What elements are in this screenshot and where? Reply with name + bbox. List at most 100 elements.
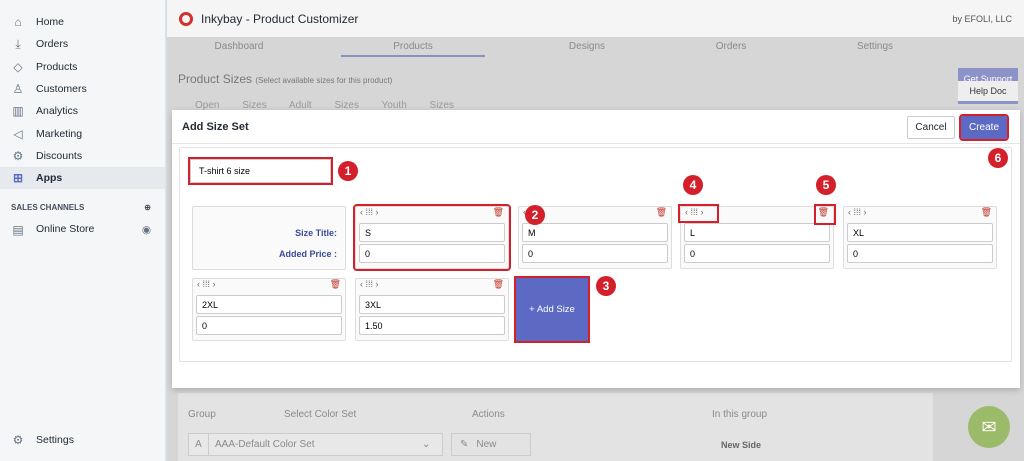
drag-handle-icon[interactable]: ‹ ⁞⁞⁞ ›	[360, 207, 379, 217]
home-icon: ⌂	[14, 15, 22, 30]
sidebar-item-marketing[interactable]: ◁ Marketing	[0, 122, 165, 144]
group-table: Group Select Color Set Actions In this g…	[178, 393, 933, 461]
trash-icon[interactable]: 🗑	[655, 207, 667, 217]
chat-mail-button[interactable]: ✉	[968, 406, 1010, 448]
tag-icon: ◇	[13, 59, 23, 74]
added-price-input[interactable]	[684, 244, 830, 263]
size-title-input[interactable]	[196, 295, 342, 314]
sidebar-item-label: Home	[36, 16, 65, 29]
orders-icon: ⤓	[15, 36, 21, 51]
size-set-form	[179, 147, 1012, 362]
trash-icon[interactable]: 🗑	[329, 279, 341, 289]
person-icon: ♙	[12, 82, 24, 97]
sidebar-item-discounts[interactable]: ⚙ Discounts	[0, 145, 165, 167]
online-store-label: Online Store	[36, 222, 95, 235]
trash-icon[interactable]: 🗑	[980, 207, 992, 217]
col-group: Group	[188, 409, 216, 420]
sidebar-item-analytics[interactable]: ▥ Analytics	[0, 100, 165, 122]
new-label: New	[476, 439, 497, 450]
new-side-label: New Side	[721, 439, 762, 450]
sidebar-item-label: Analytics	[36, 105, 79, 118]
drag-handle-icon[interactable]: ‹ ⁞⁞⁞ ›	[848, 207, 867, 217]
col-select-color-set: Select Color Set	[284, 409, 357, 420]
size-title-input[interactable]	[847, 223, 993, 242]
trash-icon[interactable]: 🗑	[492, 207, 504, 217]
tab-settings[interactable]: Settings	[856, 41, 894, 52]
drag-handle-icon[interactable]: ‹ ⁞⁞⁞ ›	[685, 207, 704, 217]
size-card: ‹ ⁞⁞⁞ › 🗑	[355, 278, 509, 341]
product-sizes-title: Product Sizes	[178, 72, 253, 86]
new-group-button[interactable]: ✎ New	[451, 433, 531, 456]
annotation-badge-6: 6	[988, 148, 1008, 168]
trash-icon[interactable]: 🗑	[817, 207, 829, 217]
create-button[interactable]: Create	[959, 114, 1009, 141]
added-price-input[interactable]	[359, 316, 505, 335]
size-title-input[interactable]	[684, 223, 830, 242]
add-channel-icon[interactable]: ⊕	[144, 203, 151, 213]
col-in-this-group: In this group	[712, 409, 768, 420]
size-title-input[interactable]	[522, 223, 668, 242]
drag-handle-icon[interactable]: ‹ ⁞⁞⁞ ›	[197, 279, 216, 289]
product-sizes-subtitle: (Select available sizes for this product…	[255, 76, 393, 85]
group-letter: A	[189, 434, 209, 455]
app-header: Inkybay - Product Customizer by EFOLI, L…	[167, 0, 1024, 37]
app-author: by EFOLI, LLC	[952, 13, 1012, 24]
size-set-name-input[interactable]	[188, 157, 333, 185]
drag-handle-icon[interactable]: ‹ ⁞⁞⁞ ›	[360, 279, 379, 289]
add-size-button[interactable]: + Add Size	[514, 276, 590, 343]
size-title-label: Size Title:	[295, 228, 337, 238]
size-card: ‹ ⁞⁞⁞ › 🗑	[680, 206, 834, 269]
tab-products[interactable]: Products	[341, 37, 485, 57]
size-card: ‹ ⁞⁞⁞ › 🗑	[843, 206, 997, 269]
sidebar-item-label: Marketing	[36, 127, 83, 140]
delete-highlight	[814, 204, 836, 225]
sidebar-item-orders[interactable]: ⤓ Orders	[0, 33, 165, 55]
size-subtabs[interactable]: Open Sizes Adult Sizes Youth Sizes	[195, 100, 454, 111]
mail-icon: ✉	[981, 416, 997, 437]
sidebar-item-products[interactable]: ◇ Products	[0, 56, 165, 78]
cancel-button[interactable]: Cancel	[907, 116, 955, 139]
modal-title: Add Size Set	[172, 110, 1020, 144]
sidebar: ⌂ Home ⤓ Orders ◇ Products ♙ Customers ▥ Analytic…	[0, 0, 166, 461]
eye-icon[interactable]: ◉	[141, 223, 151, 236]
added-price-input[interactable]	[522, 244, 668, 263]
sales-channels-label: SALES CHANNELS	[11, 203, 85, 213]
sidebar-item-customers[interactable]: ♙ Customers	[0, 78, 165, 100]
inkybay-logo-icon	[179, 11, 193, 26]
tab-orders[interactable]: Orders	[715, 41, 747, 52]
discount-icon: ⚙	[12, 148, 24, 163]
store-icon: ▤	[12, 222, 24, 237]
trash-icon[interactable]: 🗑	[492, 279, 504, 289]
annotation-badge-4: 4	[683, 175, 703, 195]
size-labels-card: Size Title: Added Price :	[192, 206, 346, 270]
app-tabs: Dashboard Products Designs Orders Settin…	[167, 37, 947, 57]
tab-dashboard[interactable]: Dashboard	[214, 41, 264, 52]
added-price-input[interactable]	[359, 244, 505, 263]
tab-designs[interactable]: Designs	[568, 41, 606, 52]
help-doc-button[interactable]: Help Doc	[958, 81, 1018, 101]
sidebar-item-online-store[interactable]: ▤ Online Store ◉	[0, 218, 165, 240]
sidebar-item-label: Products	[36, 60, 78, 73]
annotation-badge-1: 1	[338, 161, 358, 181]
annotation-badge-2: 2	[525, 205, 545, 225]
chevron-down-icon: ⌄	[422, 439, 431, 450]
size-title-input[interactable]	[359, 295, 505, 314]
pencil-icon[interactable]: ✎	[460, 439, 469, 450]
sidebar-item-home[interactable]: ⌂ Home	[0, 11, 165, 33]
sales-channels-header: SALES CHANNELS ⊕	[0, 203, 165, 212]
added-price-input[interactable]	[196, 316, 342, 335]
megaphone-icon: ◁	[13, 126, 23, 141]
sidebar-item-label: Discounts	[36, 149, 83, 162]
sidebar-item-apps[interactable]: ⊞ Apps	[0, 167, 165, 190]
drag-handle-highlight	[678, 204, 719, 223]
color-set-value: AAA-Default Color Set	[215, 439, 315, 450]
added-price-input[interactable]	[847, 244, 993, 263]
gear-icon: ⚙	[12, 433, 24, 448]
color-set-select[interactable]: A AAA-Default Color Set ⌄	[188, 433, 443, 456]
size-card: ‹ ⁞⁞⁞ › 🗑	[192, 278, 346, 341]
sidebar-item-label: Orders	[36, 38, 69, 51]
app-title: Inkybay - Product Customizer	[201, 11, 359, 26]
size-title-input[interactable]	[359, 223, 505, 242]
sidebar-item-label: Customers	[36, 83, 87, 96]
sidebar-item-settings[interactable]: ⚙ Settings	[0, 429, 165, 451]
